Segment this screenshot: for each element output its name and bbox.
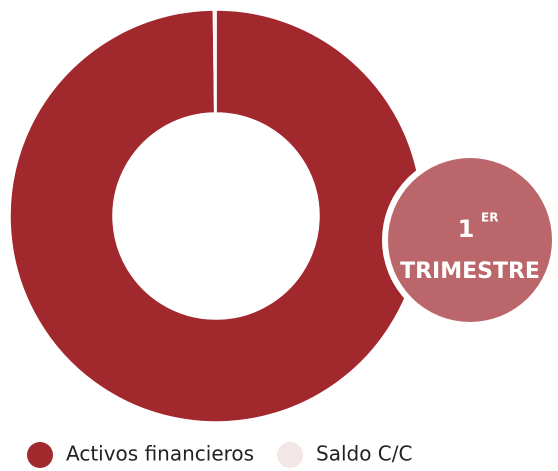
legend-label: Saldo C/C (316, 442, 412, 466)
badge-superscript: ER (481, 211, 498, 225)
legend: Activos financieros Saldo C/C (27, 442, 412, 468)
legend-swatch (27, 442, 53, 468)
badge-label: TRIMESTRE (400, 259, 540, 284)
slice (212, 9, 217, 114)
badge-number: 1 (458, 215, 475, 243)
badge (388, 158, 552, 322)
donut (9, 9, 423, 423)
legend-swatch (277, 442, 303, 468)
legend-label: Activos financieros (66, 442, 254, 466)
